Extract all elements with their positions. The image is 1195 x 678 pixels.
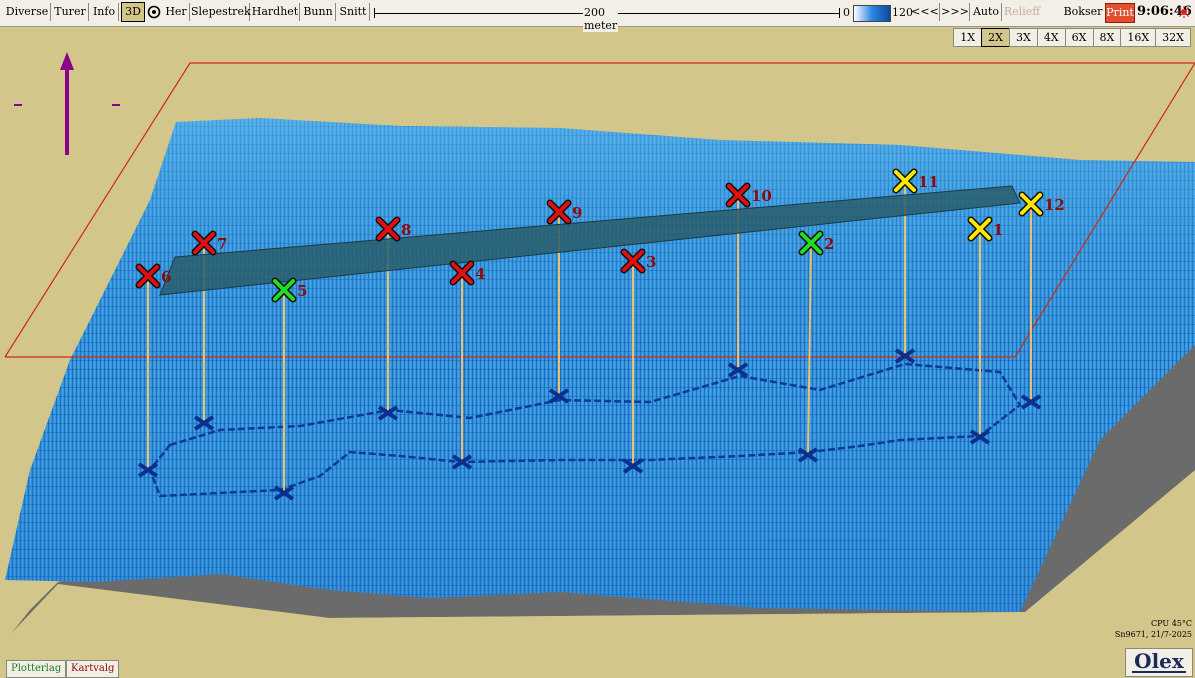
waypoint-seafloor-mark-2 <box>797 447 819 463</box>
waypoint-marker-6[interactable] <box>135 263 161 289</box>
zoom-6x[interactable]: 6X <box>1064 28 1094 47</box>
waypoint-label-6: 6 <box>161 268 171 286</box>
waypoint-label-12: 12 <box>1044 196 1065 214</box>
cpu-temperature: CPU 45°C <box>1151 619 1192 628</box>
menu-snitt[interactable]: Snitt <box>337 3 370 21</box>
menu-slepestrek[interactable]: Slepestrek <box>191 3 251 21</box>
waypoint-marker-4[interactable] <box>449 260 475 286</box>
scale-label: 200 meter <box>583 6 619 32</box>
waypoint-label-9: 9 <box>572 204 582 222</box>
north-arrow-icon <box>14 52 120 155</box>
waypoint-marker-9[interactable] <box>546 199 572 225</box>
waypoint-marker-3[interactable] <box>620 248 646 274</box>
menu-diverse[interactable]: Diverse <box>4 3 51 21</box>
waypoint-seafloor-mark-6 <box>137 462 159 478</box>
waypoint-marker-2[interactable] <box>798 230 824 256</box>
waypoint-marker-8[interactable] <box>375 216 401 242</box>
waypoint-seafloor-mark-5 <box>273 485 295 501</box>
view-frame-top <box>4 62 1195 358</box>
waypoint-seafloor-mark-10 <box>727 362 749 378</box>
zoom-selector: 1X 2X 3X 4X 6X 8X 16X 32X <box>953 28 1191 47</box>
menu-hardhet[interactable]: Hardhet <box>251 3 300 21</box>
auto-button[interactable]: Auto <box>971 3 1002 21</box>
prev-button[interactable]: <<< <box>911 3 940 21</box>
tow-track <box>148 362 1022 498</box>
waypoint-label-10: 10 <box>751 187 772 205</box>
waypoint-label-1: 1 <box>993 221 1003 239</box>
top-toolbar: Diverse Turer Info 3D Her Slepestrek Har… <box>0 0 1195 32</box>
print-button[interactable]: Print <box>1105 3 1135 23</box>
waypoint-stem-2 <box>807 242 812 456</box>
waypoint-label-5: 5 <box>297 282 307 300</box>
seafloor-3d-view[interactable]: 1 2 3 4 5 6 7 8 9 10 11 <box>0 27 1195 647</box>
waypoint-marker-7[interactable] <box>191 230 217 256</box>
waypoint-label-8: 8 <box>401 221 411 239</box>
waypoint-seafloor-mark-3 <box>622 458 644 474</box>
waypoint-markers: 1 2 3 4 5 6 7 8 9 10 11 <box>135 168 1065 303</box>
zoom-3x[interactable]: 3X <box>1008 28 1038 47</box>
clock: 9:06:46 <box>1137 4 1192 19</box>
waypoint-label-7: 7 <box>217 235 227 253</box>
depth-max-label: 120 <box>892 6 913 19</box>
tab-kartvalg[interactable]: Kartvalg <box>66 660 120 678</box>
waypoint-marker-10[interactable] <box>725 182 751 208</box>
bokser-button[interactable]: Bokser <box>1063 5 1103 18</box>
waypoint-label-2: 2 <box>824 235 834 253</box>
menu-her[interactable]: Her <box>163 3 190 21</box>
waypoint-seafloor-mark-9 <box>548 388 570 404</box>
toggle-3d[interactable]: 3D <box>121 2 145 22</box>
zoom-2x[interactable]: 2X <box>981 28 1010 47</box>
menu-bunn[interactable]: Bunn <box>301 3 336 21</box>
olex-logo[interactable]: Olex <box>1125 648 1193 677</box>
waypoint-marker-12[interactable] <box>1018 191 1044 217</box>
serial-date: Sn9671, 21/7-2025 <box>1114 630 1192 639</box>
waypoint-stems <box>147 181 1032 493</box>
depth-min-label: 0 <box>843 6 850 19</box>
waypoint-label-11: 11 <box>918 173 939 191</box>
target-icon[interactable] <box>147 5 161 19</box>
waypoint-seafloor-mark-7 <box>193 415 215 431</box>
waypoint-seafloor-mark-1 <box>969 429 991 445</box>
waypoint-marker-11[interactable] <box>892 168 918 194</box>
waypoint-seafloor-mark-4 <box>451 454 473 470</box>
seafloor-surface <box>5 118 1195 612</box>
menu-turer[interactable]: Turer <box>52 3 89 21</box>
view-frame-right <box>1014 62 1195 358</box>
zoom-32x[interactable]: 32X <box>1155 28 1191 47</box>
waypoint-marker-5[interactable] <box>271 277 297 303</box>
waypoint-seafloor-mark-11 <box>894 348 916 364</box>
waypoint-label-4: 4 <box>475 265 485 283</box>
zoom-16x[interactable]: 16X <box>1120 28 1157 47</box>
relieff-button[interactable]: Relieff <box>1003 5 1041 18</box>
waypoint-marker-1[interactable] <box>967 216 993 242</box>
zoom-8x[interactable]: 8X <box>1092 28 1122 47</box>
depth-color-scale[interactable] <box>853 5 891 22</box>
waypoint-label-3: 3 <box>646 253 656 271</box>
menu-info[interactable]: Info <box>90 3 119 21</box>
waypoint-seafloor-mark-8 <box>377 405 399 421</box>
waypoint-seafloor-marks <box>137 348 1042 501</box>
sun-icon[interactable] <box>1178 6 1190 18</box>
next-button[interactable]: >>> <box>941 3 970 21</box>
waypoint-seafloor-mark-12 <box>1020 394 1042 410</box>
tab-plotterlag[interactable]: Plotterlag <box>6 660 67 678</box>
